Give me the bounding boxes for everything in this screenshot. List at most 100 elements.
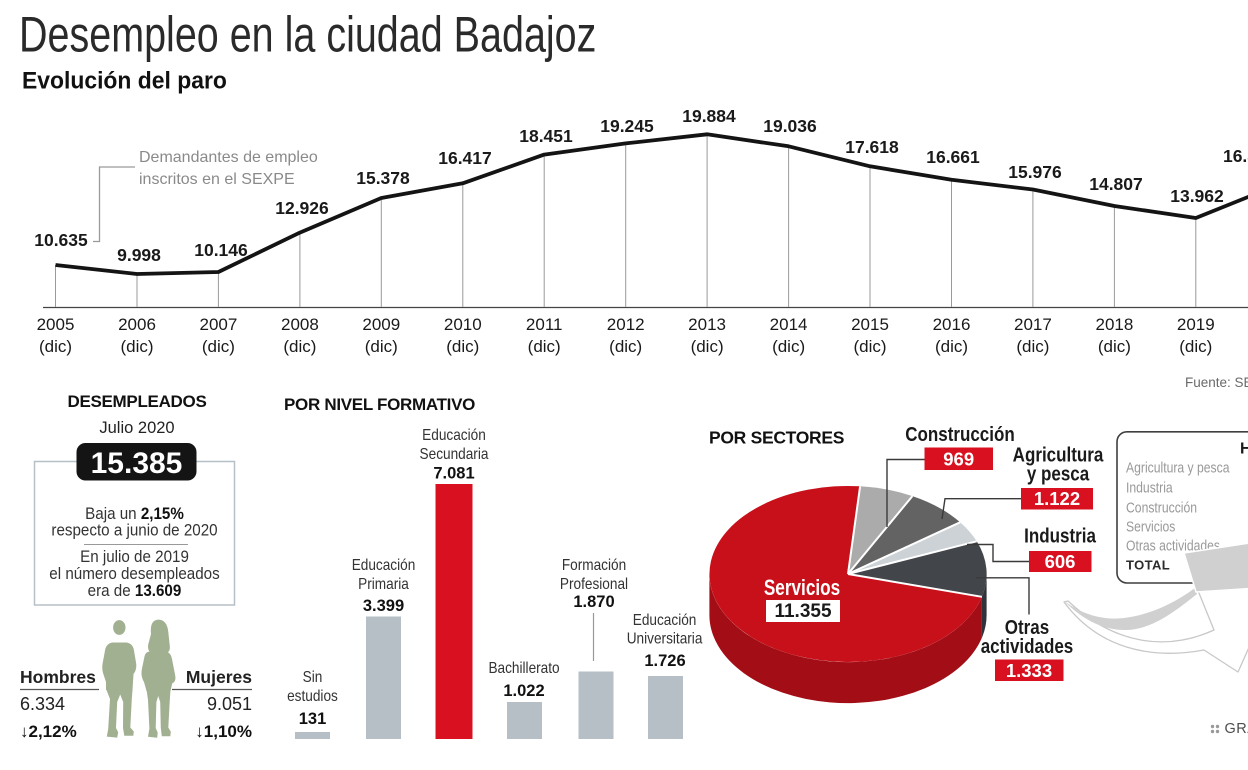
svg-text:7.081: 7.081 (433, 465, 474, 483)
svg-text:respecto a junio de 2020: respecto a junio de 2020 (51, 522, 217, 540)
svg-text:TOTAL: TOTAL (1126, 558, 1170, 573)
svg-text:↓1,10%: ↓1,10% (195, 722, 252, 741)
svg-text:(dic): (dic) (39, 337, 72, 356)
svg-text:17.618: 17.618 (845, 137, 899, 157)
svg-text:1.726: 1.726 (644, 652, 685, 670)
svg-text:16.661: 16.661 (926, 147, 980, 167)
svg-text:Agricultura: Agricultura (1013, 443, 1104, 466)
svg-text:(dic): (dic) (1016, 337, 1049, 356)
svg-text:15.385: 15.385 (91, 447, 183, 480)
svg-text:Hombres: Hombres (1240, 441, 1248, 458)
svg-text:Formación: Formación (562, 557, 626, 574)
svg-text:GRÁFICO: GRÁFICO (1225, 720, 1248, 737)
svg-text:(dic): (dic) (853, 337, 886, 356)
svg-text:Sin: Sin (303, 669, 323, 686)
svg-text:Secundaria: Secundaria (420, 446, 490, 463)
svg-text:Educación: Educación (422, 427, 486, 444)
svg-text:Mujeres: Mujeres (186, 667, 252, 687)
svg-text:2018: 2018 (1095, 315, 1133, 334)
svg-text:el número desempleados: el número desempleados (49, 565, 219, 583)
svg-text:2007: 2007 (199, 315, 237, 334)
svg-text:(dic): (dic) (528, 337, 561, 356)
svg-text:POR NIVEL FORMATIVO: POR NIVEL FORMATIVO (284, 395, 475, 414)
svg-text:1.870: 1.870 (573, 593, 614, 611)
svg-text:(dic): (dic) (1179, 337, 1212, 356)
svg-text:6.334: 6.334 (20, 694, 65, 714)
svg-text:actividades: actividades (981, 635, 1074, 658)
svg-text:Primaria: Primaria (358, 576, 410, 593)
svg-text:DESEMPLEADOS: DESEMPLEADOS (67, 392, 206, 411)
svg-text:Profesional: Profesional (560, 576, 628, 593)
svg-text:10.146: 10.146 (194, 240, 248, 260)
svg-text:(dic): (dic) (772, 337, 805, 356)
svg-text:Servicios: Servicios (764, 576, 840, 601)
svg-text:Julio 2020: Julio 2020 (99, 419, 174, 437)
svg-text:(dic): (dic) (1098, 337, 1131, 356)
svg-text:Baja un 2,15%: Baja un 2,15% (85, 505, 184, 523)
svg-text:2012: 2012 (607, 315, 645, 334)
svg-text:(dic): (dic) (446, 337, 479, 356)
svg-text:Bachillerato: Bachillerato (488, 660, 559, 677)
svg-text:15.976: 15.976 (1008, 162, 1062, 182)
svg-text:2009: 2009 (362, 315, 400, 334)
svg-text:1.022: 1.022 (503, 682, 544, 700)
svg-text:Fuente: SEXPE: Fuente: SEXPE (1185, 375, 1248, 390)
svg-text:13.962: 13.962 (1170, 186, 1224, 206)
svg-text:Demandantes de empleo: Demandantes de empleo (139, 149, 318, 166)
svg-text:1.122: 1.122 (1034, 488, 1080, 509)
svg-text:estudios: estudios (287, 688, 338, 705)
svg-text:era de 13.609: era de 13.609 (88, 582, 182, 600)
svg-text:Construcción: Construcción (905, 423, 1014, 446)
svg-text:Agricultura y pesca: Agricultura y pesca (1126, 460, 1230, 476)
svg-text:Educación: Educación (633, 612, 697, 629)
svg-text:2019: 2019 (1177, 315, 1215, 334)
svg-text:19.245: 19.245 (600, 116, 654, 136)
svg-text:Desempleo en la ciudad Badajoz: Desempleo en la ciudad Badajoz (19, 6, 596, 63)
svg-text:969: 969 (943, 449, 974, 470)
svg-text:19.884: 19.884 (682, 106, 736, 126)
svg-text:Servicios: Servicios (1126, 519, 1176, 535)
svg-text:Industria: Industria (1024, 524, 1096, 547)
svg-text:9.051: 9.051 (207, 694, 252, 714)
svg-text:1.333: 1.333 (1006, 660, 1052, 681)
svg-text:(dic): (dic) (202, 337, 235, 356)
svg-text:2011: 2011 (526, 315, 563, 334)
svg-text:11.355: 11.355 (774, 601, 831, 622)
svg-text:(dic): (dic) (365, 337, 398, 356)
svg-text:↓2,12%: ↓2,12% (20, 722, 77, 741)
svg-text:(dic): (dic) (120, 337, 153, 356)
svg-text:2008: 2008 (281, 315, 319, 334)
svg-text:2013: 2013 (688, 315, 726, 334)
svg-text:2014: 2014 (770, 315, 808, 334)
svg-text:(dic): (dic) (283, 337, 316, 356)
svg-text:(dic): (dic) (609, 337, 642, 356)
svg-text:(dic): (dic) (691, 337, 724, 356)
svg-text:Universitaria: Universitaria (627, 631, 704, 648)
svg-text:14.807: 14.807 (1089, 174, 1143, 194)
svg-text:Otras actividades: Otras actividades (1126, 538, 1220, 554)
svg-text:15.378: 15.378 (356, 168, 410, 188)
svg-text:(dic): (dic) (935, 337, 968, 356)
svg-text:Hombres: Hombres (20, 667, 96, 687)
svg-text:y pesca: y pesca (1027, 462, 1090, 485)
svg-text:Industria: Industria (1126, 480, 1173, 496)
svg-text:En julio de 2019: En julio de 2019 (80, 548, 189, 566)
svg-text:2017: 2017 (1014, 315, 1052, 334)
svg-text:12.926: 12.926 (275, 198, 329, 218)
svg-text:18.451: 18.451 (519, 126, 573, 146)
svg-text:3.399: 3.399 (363, 597, 404, 615)
svg-text:10.635: 10.635 (34, 230, 88, 250)
svg-text:Construcción: Construcción (1126, 500, 1197, 516)
svg-text:2016: 2016 (933, 315, 971, 334)
svg-text:19.036: 19.036 (763, 116, 817, 136)
svg-text:131: 131 (299, 710, 327, 728)
svg-text:2005: 2005 (37, 315, 75, 334)
svg-text:inscritos en el SEXPE: inscritos en el SEXPE (139, 171, 295, 188)
svg-text:Evolución del paro: Evolución del paro (22, 67, 227, 94)
svg-text:16.417: 16.417 (438, 148, 492, 168)
svg-text:Educación: Educación (352, 557, 416, 574)
svg-text:9.998: 9.998 (117, 245, 161, 265)
svg-text:2010: 2010 (444, 315, 482, 334)
svg-text:606: 606 (1045, 551, 1076, 572)
svg-text:POR SECTORES: POR SECTORES (709, 428, 844, 448)
